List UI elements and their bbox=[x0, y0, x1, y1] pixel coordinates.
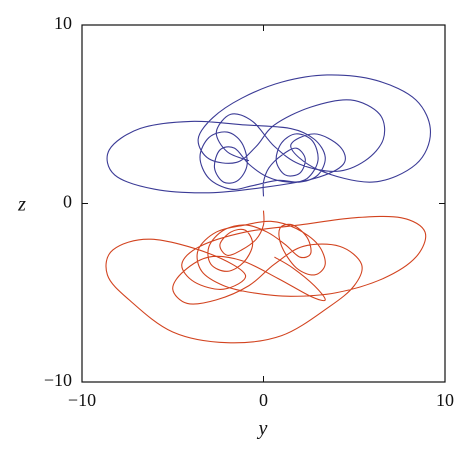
trajectory bbox=[106, 74, 432, 197]
y-tick-label: −10 bbox=[44, 370, 72, 390]
plot-frame bbox=[81, 24, 446, 383]
y-tick-label: 0 bbox=[63, 192, 72, 212]
x-tick-label: 0 bbox=[259, 390, 268, 410]
x-axis-label: y bbox=[257, 418, 268, 440]
trajectory bbox=[105, 210, 427, 344]
y-axis-label: z bbox=[17, 194, 26, 216]
x-tick-label: −10 bbox=[68, 390, 96, 410]
y-tick-label: 10 bbox=[54, 13, 72, 33]
x-tick-label: 10 bbox=[436, 390, 454, 410]
